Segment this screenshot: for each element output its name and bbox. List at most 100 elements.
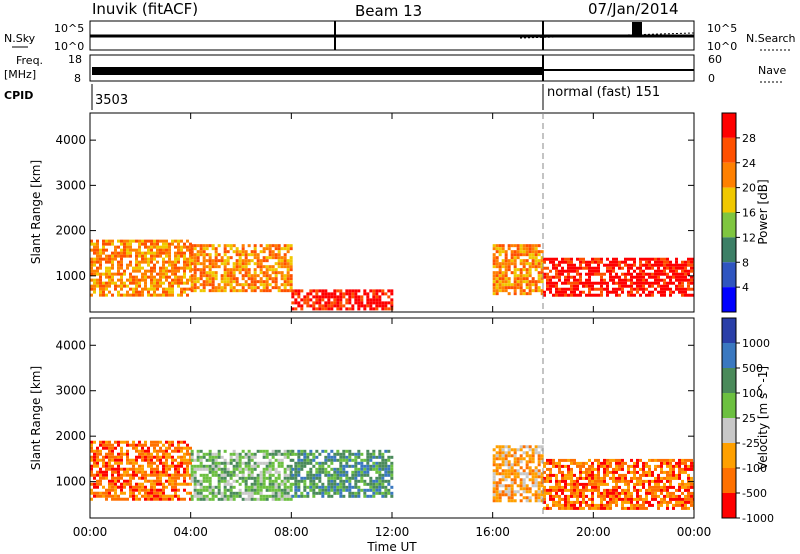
echo-cell bbox=[114, 461, 117, 465]
echo-cell bbox=[132, 293, 135, 297]
colorbar-segment bbox=[722, 368, 736, 393]
echo-cell bbox=[235, 473, 239, 477]
echo-cell bbox=[678, 485, 681, 489]
echo-cell bbox=[309, 485, 313, 489]
echo-cell bbox=[153, 242, 156, 246]
echo-cell bbox=[372, 491, 376, 495]
echo-cell bbox=[291, 295, 295, 299]
echo-cell bbox=[594, 272, 597, 276]
echo-cell bbox=[528, 292, 532, 296]
echo-cell bbox=[241, 250, 245, 254]
echo-cell bbox=[501, 277, 505, 281]
echo-cell bbox=[594, 473, 597, 477]
colorbar-segment bbox=[722, 343, 736, 368]
echo-cell bbox=[573, 278, 576, 282]
echo-cell bbox=[582, 461, 585, 465]
echo-cell bbox=[348, 455, 352, 459]
echo-cell bbox=[262, 494, 266, 498]
echo-cell bbox=[498, 265, 502, 269]
echo-cell bbox=[168, 473, 171, 477]
echo-cell bbox=[120, 491, 123, 495]
echo-cell bbox=[93, 278, 96, 282]
echo-cell bbox=[259, 268, 263, 272]
echo-cell bbox=[504, 289, 508, 293]
echo-cell bbox=[208, 455, 212, 459]
echo-cell bbox=[375, 488, 379, 492]
echo-cell bbox=[630, 494, 633, 498]
echo-cell bbox=[300, 449, 304, 453]
echo-cell bbox=[183, 257, 186, 261]
echo-cell bbox=[495, 481, 499, 485]
echo-cell bbox=[690, 257, 693, 261]
echo-cell bbox=[171, 239, 174, 243]
echo-cell bbox=[262, 473, 266, 477]
colorbar-segment bbox=[722, 468, 736, 493]
echo-cell bbox=[177, 497, 180, 501]
echo-cell bbox=[117, 284, 120, 288]
echo-cell bbox=[214, 277, 218, 281]
echo-cell bbox=[90, 284, 93, 288]
echo-cell bbox=[522, 274, 526, 278]
y-tick-label: 1000 bbox=[55, 475, 86, 489]
echo-cell bbox=[271, 473, 275, 477]
echo-cell bbox=[171, 455, 174, 459]
echo-cell bbox=[274, 253, 278, 257]
echo-cell bbox=[183, 452, 186, 456]
echo-cell bbox=[153, 440, 156, 444]
echo-cell bbox=[366, 452, 370, 456]
echo-cell bbox=[327, 485, 331, 489]
echo-cell bbox=[654, 482, 657, 486]
echo-cell bbox=[684, 269, 687, 273]
echo-cell bbox=[132, 239, 135, 243]
echo-cell bbox=[348, 464, 352, 468]
y-tick-label: 2000 bbox=[55, 429, 86, 443]
echo-cell bbox=[360, 301, 364, 305]
echo-cell bbox=[651, 503, 654, 507]
echo-cell bbox=[171, 497, 174, 501]
echo-cell bbox=[132, 440, 135, 444]
echo-cell bbox=[202, 452, 206, 456]
echo-cell bbox=[600, 287, 603, 291]
echo-cell bbox=[504, 451, 508, 455]
echo-cell bbox=[687, 464, 690, 468]
echo-cell bbox=[630, 284, 633, 288]
echo-cell bbox=[585, 263, 588, 267]
echo-cell bbox=[202, 268, 206, 272]
echo-cell bbox=[190, 280, 194, 284]
echo-cell bbox=[253, 452, 257, 456]
echo-cell bbox=[672, 269, 675, 273]
echo-cell bbox=[663, 281, 666, 285]
echo-cell bbox=[369, 485, 373, 489]
echo-cell bbox=[636, 287, 639, 291]
echo-cell bbox=[522, 496, 526, 500]
echo-cell bbox=[294, 485, 298, 489]
echo-cell bbox=[609, 275, 612, 279]
echo-cell bbox=[384, 461, 388, 465]
echo-cell bbox=[174, 482, 177, 486]
echo-cell bbox=[585, 470, 588, 474]
echo-cell bbox=[138, 452, 141, 456]
echo-cell bbox=[189, 275, 192, 279]
echo-cell bbox=[117, 266, 120, 270]
echo-cell bbox=[165, 467, 168, 471]
echo-cell bbox=[190, 470, 194, 474]
echo-cell bbox=[630, 458, 633, 462]
echo-cell bbox=[336, 482, 340, 486]
echo-cell bbox=[99, 290, 102, 294]
echo-cell bbox=[576, 272, 579, 276]
echo-cell bbox=[360, 461, 364, 465]
echo-cell bbox=[268, 244, 272, 248]
echo-cell bbox=[312, 295, 316, 299]
echo-cell bbox=[135, 266, 138, 270]
echo-cell bbox=[522, 262, 526, 266]
echo-cell bbox=[294, 491, 298, 495]
echo-cell bbox=[642, 287, 645, 291]
echo-cell bbox=[129, 485, 132, 489]
echo-cell bbox=[621, 476, 624, 480]
echo-cell bbox=[123, 245, 126, 249]
echo-cell bbox=[153, 245, 156, 249]
echo-cell bbox=[624, 260, 627, 264]
echo-cell bbox=[123, 479, 126, 483]
echo-cell bbox=[549, 290, 552, 294]
echo-cell bbox=[315, 449, 319, 453]
